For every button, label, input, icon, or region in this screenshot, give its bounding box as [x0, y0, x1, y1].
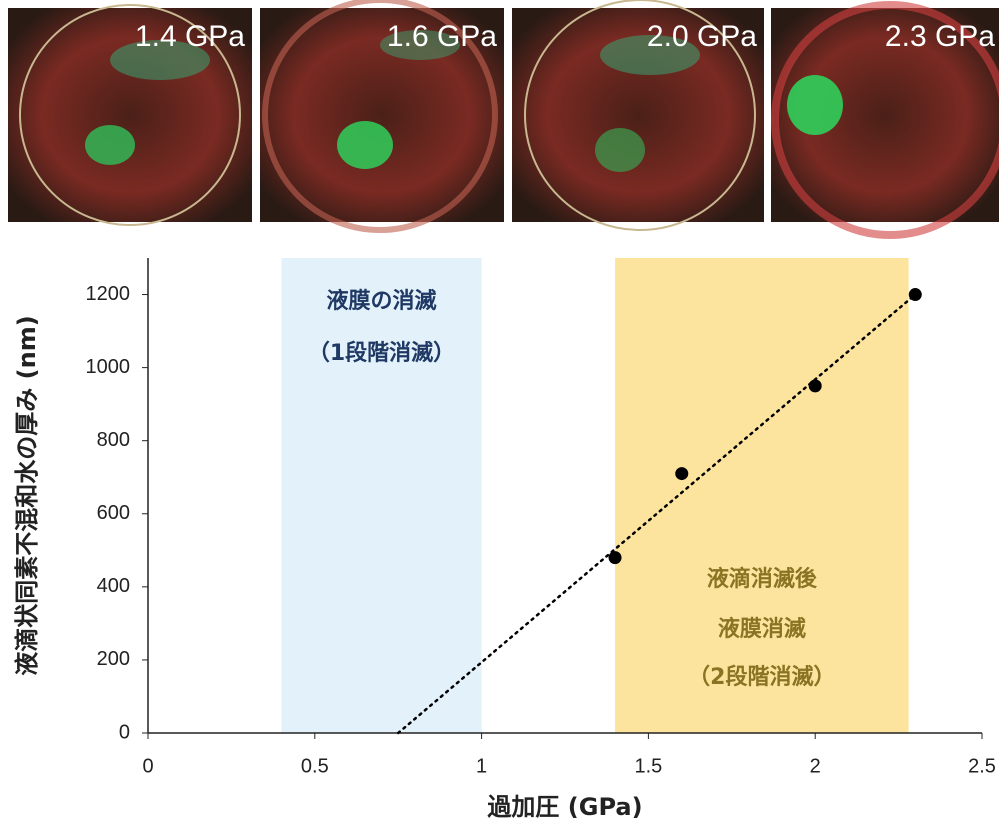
- x-tick-label: 0: [142, 755, 153, 777]
- figure: 1.4 GPa 1.6 GPa 2.0 GPa 2.3 GPa 液膜の消滅 （1段階消滅）…: [0, 0, 999, 832]
- photo-label: 2.0 GPa: [647, 20, 757, 53]
- y-tick-label: 1200: [86, 283, 131, 305]
- band-label: 液滴消滅後: [707, 566, 818, 592]
- data-point: [809, 379, 822, 392]
- x-tick-label: 2: [810, 755, 821, 777]
- photo-label: 1.4 GPa: [135, 20, 245, 53]
- x-tick-label: 2.5: [968, 755, 996, 777]
- y-tick-label: 200: [97, 648, 130, 670]
- band-label: 液膜の消滅: [327, 288, 437, 314]
- band-label: （1段階消滅）: [308, 340, 455, 366]
- band-label: 液膜消滅: [718, 616, 806, 642]
- photo-label: 2.3 GPa: [885, 20, 995, 53]
- photo-label: 1.6 GPa: [387, 20, 497, 53]
- band-label: （2段階消滅）: [688, 664, 835, 690]
- x-tick-label: 1.5: [634, 755, 662, 777]
- y-tick-label: 600: [97, 502, 130, 524]
- band: [615, 258, 909, 733]
- y-tick-label: 400: [97, 575, 130, 597]
- data-point: [675, 467, 688, 480]
- band: [281, 258, 481, 733]
- x-tick-label: 0.5: [301, 755, 329, 777]
- page: {"photo_labels": ["1.4 GPa", "1.6 GPa", …: [0, 0, 999, 836]
- data-point: [909, 288, 922, 301]
- y-axis-title: 液滴状同素不混和水の厚み (nm): [13, 315, 41, 675]
- data-point: [609, 551, 622, 564]
- x-tick-label: 1: [476, 755, 487, 777]
- y-tick-label: 0: [119, 721, 130, 743]
- y-tick-label: 800: [97, 429, 130, 451]
- x-axis-title: 過加圧 (GPa): [487, 793, 642, 821]
- y-tick-label: 1000: [86, 356, 131, 378]
